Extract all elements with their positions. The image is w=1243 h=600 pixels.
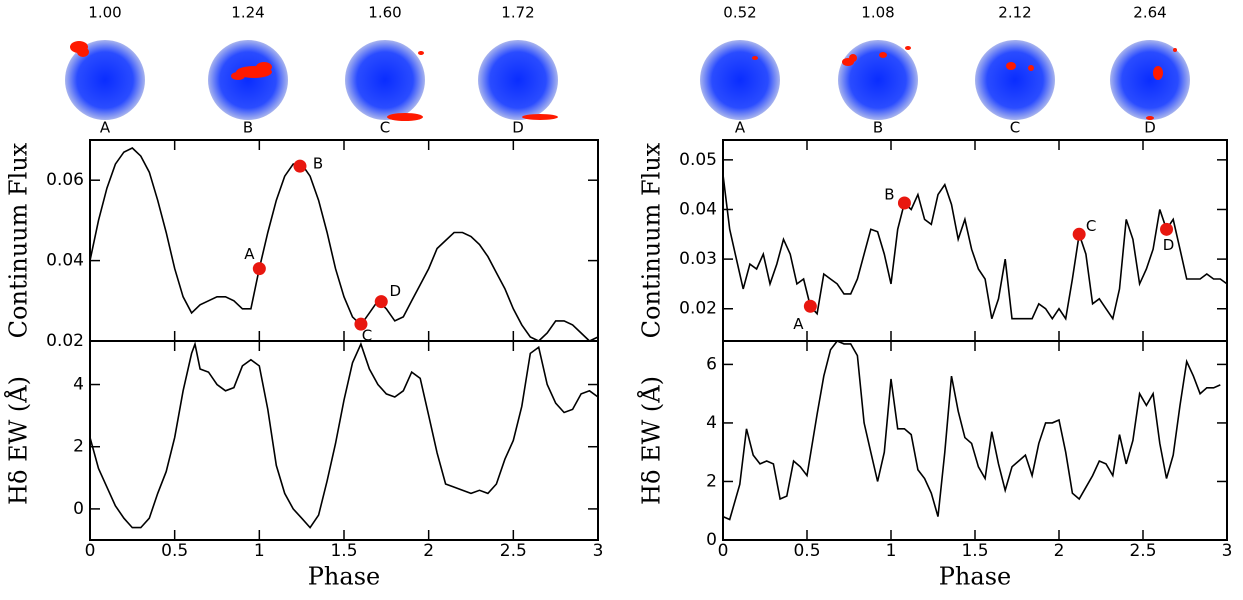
surface-map — [838, 40, 918, 120]
x-tick-label: 1.5 — [330, 541, 357, 561]
y-tick-label: 6 — [706, 354, 717, 374]
map-phase: 2.12 — [998, 4, 1031, 22]
highlight-label: B — [313, 155, 323, 173]
highlight-label: C — [1086, 217, 1096, 235]
spot — [879, 52, 887, 58]
data-line — [722, 340, 1221, 521]
map-label: D — [512, 119, 524, 137]
y-tick-label: 2 — [73, 437, 84, 457]
highlight-point — [803, 299, 817, 313]
y-tick-label: 0.04 — [679, 199, 717, 219]
y-tick-label: 0.06 — [46, 170, 84, 190]
map-label: A — [735, 119, 746, 137]
y-tick-label: 0.05 — [679, 150, 717, 170]
map-phase: 1.00 — [88, 4, 121, 22]
highlight-point — [293, 159, 307, 173]
y-tick-label: 2 — [706, 471, 717, 491]
surface-map — [1110, 40, 1190, 120]
spot — [1006, 62, 1016, 70]
spot — [231, 72, 245, 80]
surface-map — [975, 40, 1055, 120]
spot — [905, 46, 911, 50]
map-label: B — [873, 119, 883, 137]
map-label: A — [100, 119, 111, 137]
y-tick-label: 4 — [73, 375, 84, 395]
highlight-label: B — [884, 186, 894, 204]
x-tick-label: 2 — [423, 541, 434, 561]
x-tick-label: 0 — [718, 541, 729, 561]
highlight-label: D — [1163, 236, 1175, 254]
map-label: D — [1144, 119, 1156, 137]
y-tick-label: 0 — [73, 499, 84, 519]
surface-map — [345, 40, 425, 120]
y-tick-label: 0 — [706, 530, 717, 550]
highlight-point — [897, 196, 911, 210]
highlight-label: A — [793, 315, 804, 333]
x-tick-label: 1.5 — [961, 541, 988, 561]
map-phase: 2.64 — [1133, 4, 1166, 22]
map-phase: 1.72 — [501, 4, 534, 22]
data-line — [89, 341, 599, 529]
highlight-point — [354, 317, 368, 331]
spot — [387, 113, 423, 121]
y-tick-label: 4 — [706, 413, 717, 433]
highlight-point — [1160, 222, 1174, 236]
data-line — [722, 174, 1228, 321]
data-line — [89, 147, 599, 342]
highlight-label: A — [244, 245, 255, 263]
map-phase: 1.08 — [861, 4, 894, 22]
x-tick-label: 1 — [886, 541, 897, 561]
spot — [1173, 48, 1177, 52]
highlight-point — [374, 295, 388, 309]
x-tick-label: 0 — [85, 541, 96, 561]
spot — [256, 62, 272, 72]
plot-frame — [89, 340, 599, 541]
highlight-label: C — [362, 327, 372, 345]
y-axis-label: Hδ EW (Å) — [637, 376, 666, 505]
x-tick-label: 1 — [254, 541, 265, 561]
surface-map — [700, 40, 780, 120]
plot-frame — [722, 139, 1228, 342]
surface-map — [208, 40, 288, 120]
map-label: C — [1010, 119, 1020, 137]
x-tick-label: 2 — [1054, 541, 1065, 561]
spot — [418, 51, 424, 55]
x-tick-label: 0.5 — [161, 541, 188, 561]
y-tick-label: 0.04 — [46, 251, 84, 271]
map-phase: 0.52 — [723, 4, 756, 22]
spot — [77, 47, 89, 57]
surface-map — [65, 40, 145, 120]
x-tick-label: 3 — [593, 541, 604, 561]
spot — [752, 56, 758, 60]
x-tick-label: 3 — [1222, 541, 1233, 561]
y-axis-label: Continuum Flux — [638, 142, 666, 338]
spot — [849, 54, 857, 62]
x-axis-label: Phase — [308, 563, 380, 591]
plot-frame — [89, 139, 599, 342]
y-tick-label: 0.03 — [679, 249, 717, 269]
x-axis-label: Phase — [939, 563, 1011, 591]
highlight-point — [252, 262, 266, 276]
y-tick-label: 0.02 — [46, 331, 84, 351]
surface-map — [478, 40, 558, 120]
highlight-label: D — [389, 282, 401, 300]
map-label: C — [380, 119, 390, 137]
x-tick-label: 2.5 — [1129, 541, 1156, 561]
map-label: B — [243, 119, 253, 137]
plot-frame — [722, 340, 1228, 541]
highlight-point — [1072, 227, 1086, 241]
y-axis-label: Continuum Flux — [5, 142, 33, 338]
y-tick-label: 0.02 — [679, 299, 717, 319]
spot — [1153, 66, 1163, 80]
map-phase: 1.60 — [368, 4, 401, 22]
spot — [522, 114, 558, 120]
x-tick-label: 0.5 — [793, 541, 820, 561]
map-phase: 1.24 — [231, 4, 264, 22]
y-axis-label: Hδ EW (Å) — [4, 376, 33, 505]
spot — [1028, 65, 1034, 71]
spot — [1146, 116, 1154, 120]
x-tick-label: 2.5 — [500, 541, 527, 561]
